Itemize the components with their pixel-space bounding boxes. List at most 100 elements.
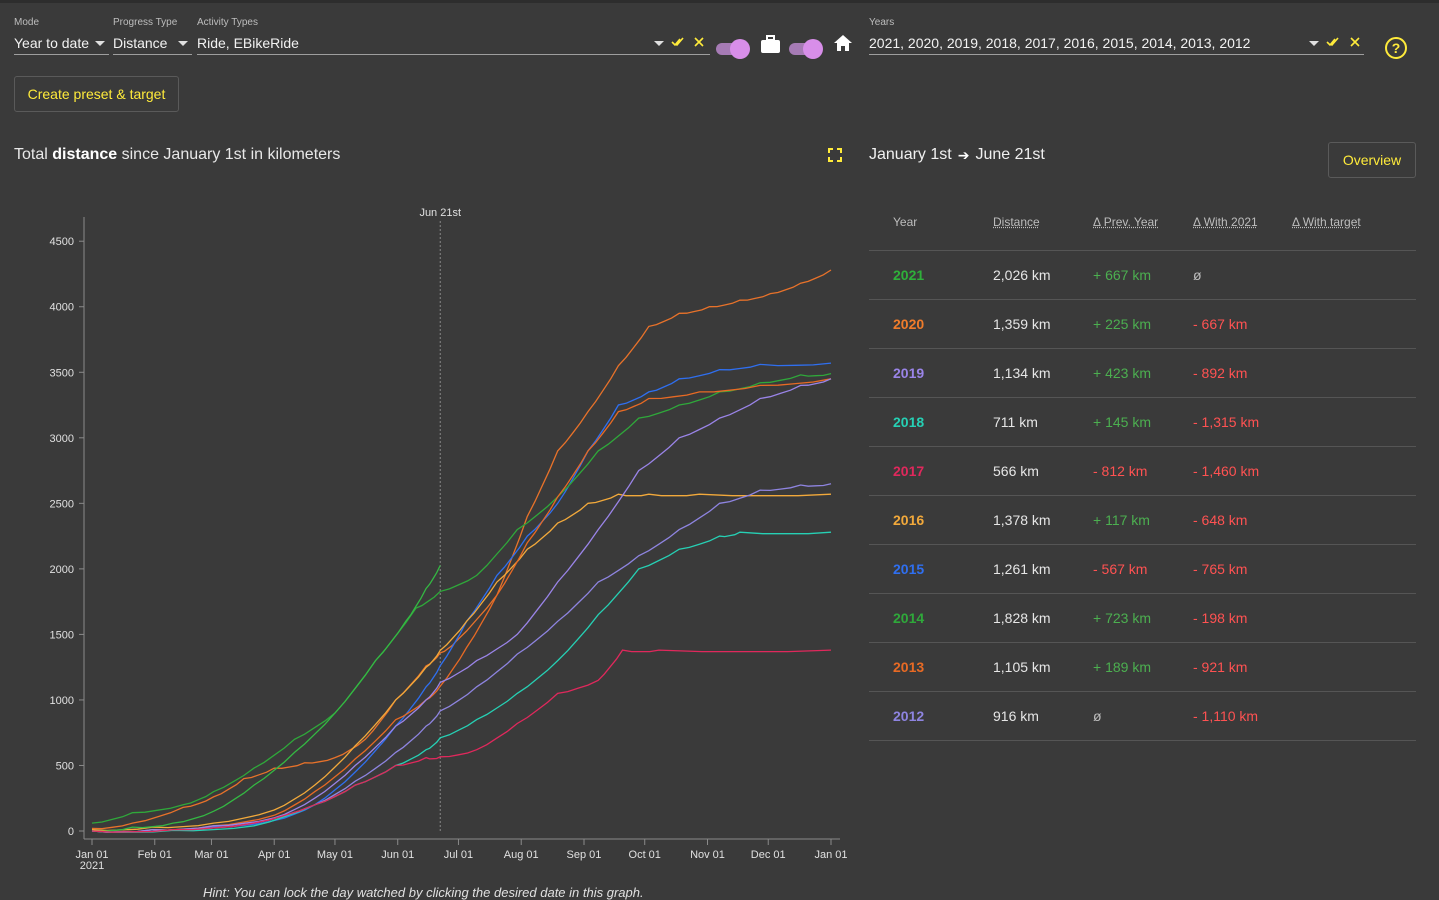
- with-year-delta-cell: - 648 km: [1193, 512, 1248, 528]
- fullscreen-svg: [828, 148, 842, 162]
- with-year-delta-cell: - 1,110 km: [1193, 708, 1259, 724]
- header-with-year: Δ With 2021: [1193, 215, 1258, 229]
- table-row: 2017 566 km - 812 km - 1,460 km: [869, 447, 1416, 496]
- years-value[interactable]: 2021, 2020, 2019, 2018, 2017, 2016, 2015…: [869, 30, 1364, 55]
- chart-title-suffix: since January 1st in kilometers: [117, 146, 341, 163]
- chevron-down-icon[interactable]: [178, 41, 188, 46]
- x-tick-label: Nov 01: [690, 849, 725, 861]
- header-distance: Distance: [993, 215, 1040, 229]
- x-tick-label: Oct 01: [629, 849, 661, 861]
- y-tick-label: 4500: [50, 236, 74, 248]
- table-row: 2013 1,105 km + 189 km - 921 km: [869, 643, 1416, 692]
- briefcase-svg: [761, 35, 780, 53]
- activity-types-value[interactable]: Ride, EBikeRide: [197, 30, 710, 55]
- create-preset-button[interactable]: Create preset & target: [14, 76, 179, 112]
- progress-type-select[interactable]: Progress Type Distance: [113, 14, 192, 55]
- activity-types-select[interactable]: Activity Types Ride, EBikeRide: [197, 14, 710, 55]
- year-cell: 2020: [893, 316, 925, 332]
- series-line-2017: [91, 649, 832, 833]
- chevron-down-icon[interactable]: [95, 41, 105, 46]
- y-tick-label: 4000: [50, 302, 74, 314]
- prev-year-delta-cell: + 667 km: [1093, 267, 1151, 283]
- series-line-2019: [91, 378, 832, 833]
- chart-title-metric: distance: [52, 146, 118, 163]
- clear-icon[interactable]: [1350, 30, 1360, 56]
- x-tick-label: Feb 01: [138, 849, 172, 861]
- x-tick-label: Sep 01: [567, 849, 602, 861]
- years-select[interactable]: Years 2021, 2020, 2019, 2018, 2017, 2016…: [869, 14, 1364, 55]
- fullscreen-icon[interactable]: [828, 148, 842, 162]
- year-cell: 2019: [893, 365, 925, 381]
- briefcase-icon: [760, 34, 781, 59]
- table-row: 2016 1,378 km + 117 km - 648 km: [869, 496, 1416, 545]
- indoor-toggle[interactable]: [787, 37, 823, 59]
- toggle-knob: [803, 39, 823, 59]
- y-tick-label: 0: [68, 826, 74, 838]
- y-tick-label: 3500: [50, 367, 74, 379]
- table-row: 2021 2,026 km + 667 km ø: [869, 251, 1416, 300]
- year-cell: 2018: [893, 414, 925, 430]
- chart-title-prefix: Total: [14, 146, 53, 163]
- chevron-down-icon[interactable]: [1309, 41, 1319, 46]
- activity-types-label: Activity Types: [197, 17, 258, 28]
- y-tick-label: 2000: [50, 564, 74, 576]
- chevron-down-icon[interactable]: [654, 41, 664, 46]
- x-tick-label: Mar 01: [194, 849, 228, 861]
- mode-value[interactable]: Year to date: [14, 30, 109, 55]
- x-tick-year-label: 2021: [80, 860, 104, 872]
- year-cell: 2021: [893, 267, 925, 283]
- distance-cell: 1,828 km: [993, 610, 1051, 626]
- select-all-icon[interactable]: [1326, 30, 1340, 56]
- years-value-text: 2021, 2020, 2019, 2018, 2017, 2016, 2015…: [869, 35, 1251, 51]
- progress-chart[interactable]: 0 500 1000 1500 2000 2500 3000 3500 4000 4500 Jan …: [0, 195, 860, 875]
- double-check-svg: [1326, 37, 1339, 47]
- series-line-2018: [91, 531, 832, 833]
- home-svg: [834, 35, 852, 51]
- commute-toggle[interactable]: [714, 37, 750, 59]
- prev-year-delta-cell: + 189 km: [1093, 659, 1151, 675]
- distance-cell: 1,378 km: [993, 512, 1051, 528]
- prev-year-delta-cell: + 117 km: [1093, 512, 1150, 528]
- header-with-target: Δ With target: [1292, 215, 1361, 229]
- prev-year-delta-cell: ø: [1093, 708, 1102, 724]
- table-row: 2020 1,359 km + 225 km - 667 km: [869, 300, 1416, 349]
- prev-year-delta-cell: + 723 km: [1093, 610, 1151, 626]
- progress-type-value[interactable]: Distance: [113, 30, 192, 55]
- progress-type-label: Progress Type: [113, 17, 178, 28]
- series-line-2013: [91, 378, 832, 833]
- distance-cell: 2,026 km: [993, 267, 1051, 283]
- prev-year-delta-cell: + 225 km: [1093, 316, 1151, 332]
- x-svg: [1350, 37, 1360, 47]
- activity-types-value-text: Ride, EBikeRide: [197, 35, 299, 51]
- distance-cell: 1,261 km: [993, 561, 1051, 577]
- x-tick-label: Jan 01: [75, 849, 108, 861]
- table-row: 2012 916 km ø - 1,110 km: [869, 692, 1416, 741]
- comparison-table: Year Distance Δ Prev. Year Δ With 2021 Δ…: [869, 200, 1416, 741]
- hint-text: Hint: You can lock the day watched by cl…: [203, 885, 644, 900]
- y-tick-label: 3000: [50, 433, 74, 445]
- x-tick-label: Jul 01: [444, 849, 473, 861]
- with-year-delta-cell: - 667 km: [1193, 316, 1248, 332]
- table-header: Year Distance Δ Prev. Year Δ With 2021 Δ…: [869, 200, 1416, 251]
- toggle-knob: [730, 39, 750, 59]
- current-day-marker-label: Jun 21st: [419, 207, 461, 219]
- overview-button[interactable]: Overview: [1328, 142, 1416, 178]
- mode-select[interactable]: Mode Year to date: [14, 14, 109, 55]
- x-tick-label: Dec 01: [751, 849, 786, 861]
- help-button[interactable]: ?: [1385, 37, 1407, 59]
- period-to: June 21st: [975, 146, 1045, 163]
- clear-icon[interactable]: [694, 30, 704, 56]
- x-tick-label: Jan 01: [814, 849, 847, 861]
- y-tick-label: 1500: [50, 629, 74, 641]
- series-line-2014: [91, 372, 832, 824]
- series-line-2020: [91, 269, 832, 830]
- with-year-delta-cell: - 765 km: [1193, 561, 1248, 577]
- arrow-right-icon: ➔: [957, 146, 970, 163]
- years-label: Years: [869, 17, 895, 28]
- distance-cell: 1,359 km: [993, 316, 1051, 332]
- table-body: 2021 2,026 km + 667 km ø 2020 1,359 km + 225 k…: [869, 251, 1416, 741]
- y-tick-label: 2500: [50, 498, 74, 510]
- with-year-delta-cell: - 198 km: [1193, 610, 1248, 626]
- top-border: [0, 0, 1439, 3]
- select-all-icon[interactable]: [671, 30, 685, 56]
